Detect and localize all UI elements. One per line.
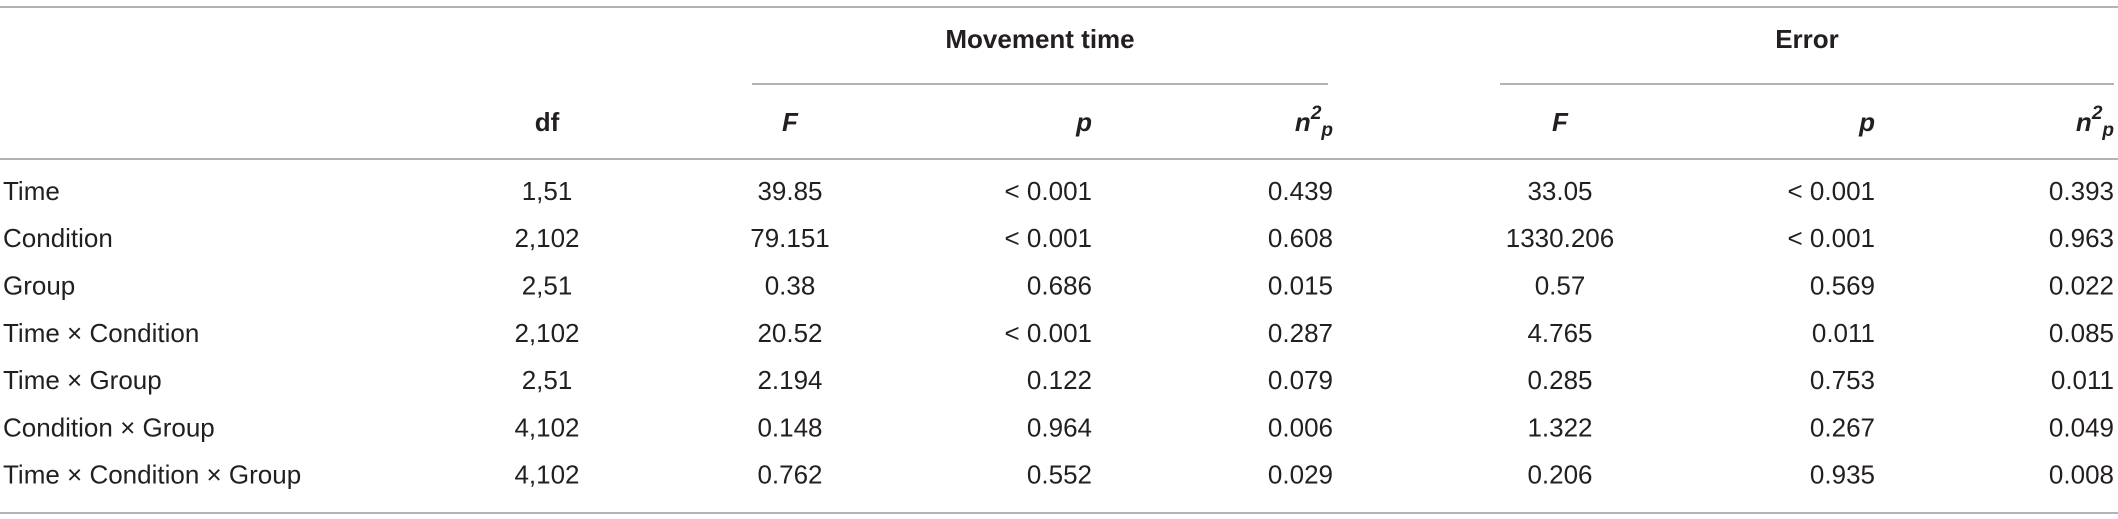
cell: < 0.001 xyxy=(1005,176,1092,206)
cell: 4,102 xyxy=(514,460,579,490)
cell: 2,102 xyxy=(514,223,579,253)
cell: 0.079 xyxy=(1268,365,1333,395)
row-label: Time xyxy=(3,176,60,206)
cell: 0.753 xyxy=(1810,365,1875,395)
cell: 33.05 xyxy=(1527,176,1592,206)
column-header: F xyxy=(1552,107,1569,137)
cell: 0.38 xyxy=(765,270,816,300)
cell: 0.964 xyxy=(1027,412,1092,442)
column-header: n2p xyxy=(1295,103,1333,141)
cell: 2,102 xyxy=(514,318,579,348)
cell: 1,51 xyxy=(522,176,573,206)
cell: < 0.001 xyxy=(1005,223,1092,253)
header-base: n xyxy=(1295,107,1311,137)
column-header: n2p xyxy=(2076,103,2114,141)
cell: 0.049 xyxy=(2049,412,2114,442)
cell: 39.85 xyxy=(757,176,822,206)
cell: 0.439 xyxy=(1268,176,1333,206)
cell: 20.52 xyxy=(757,318,822,348)
cell: 0.608 xyxy=(1268,223,1333,253)
cell: 0.393 xyxy=(2049,176,2114,206)
cell: 0.762 xyxy=(757,460,822,490)
cell: 1.322 xyxy=(1527,412,1592,442)
cell: 0.006 xyxy=(1268,412,1333,442)
group-header: Error xyxy=(1775,24,1839,54)
cell: 0.022 xyxy=(2049,270,2114,300)
cell: 4,102 xyxy=(514,412,579,442)
cell: 2,51 xyxy=(522,270,573,300)
cell: < 0.001 xyxy=(1788,223,1875,253)
cell: 0.57 xyxy=(1535,270,1586,300)
cell: 79.151 xyxy=(750,223,830,253)
cell: 0.287 xyxy=(1268,318,1333,348)
cell: 0.267 xyxy=(1810,412,1875,442)
cell: 0.935 xyxy=(1810,460,1875,490)
cell: < 0.001 xyxy=(1005,318,1092,348)
cell: 2.194 xyxy=(757,365,822,395)
row-label: Time × Group xyxy=(3,365,162,395)
cell: 0.011 xyxy=(2051,365,2114,395)
column-header: df xyxy=(535,107,560,137)
column-header: F xyxy=(782,107,799,137)
cell: 0.569 xyxy=(1810,270,1875,300)
cell: 0.008 xyxy=(2049,460,2114,490)
header-sup: 2 xyxy=(2091,103,2103,124)
header-sub: p xyxy=(1320,120,1333,141)
column-header: p xyxy=(1858,107,1875,137)
cell: 0.686 xyxy=(1027,270,1092,300)
header-sup: 2 xyxy=(1310,103,1322,124)
row-label: Condition × Group xyxy=(3,412,215,442)
cell: 0.015 xyxy=(1268,270,1333,300)
cell: 2,51 xyxy=(522,365,573,395)
cell: < 0.001 xyxy=(1788,176,1875,206)
cell: 0.206 xyxy=(1527,460,1592,490)
cell: 4.765 xyxy=(1527,318,1592,348)
cell: 0.085 xyxy=(2049,318,2114,348)
header-base: n xyxy=(2076,107,2092,137)
cell: 0.963 xyxy=(2049,223,2114,253)
cell: 0.029 xyxy=(1268,460,1333,490)
cell: 0.285 xyxy=(1527,365,1592,395)
header-sub: p xyxy=(2101,120,2114,141)
column-header: p xyxy=(1075,107,1092,137)
cell: 0.148 xyxy=(757,412,822,442)
cell: 0.011 xyxy=(1812,318,1875,348)
row-label: Time × Condition xyxy=(3,318,199,348)
row-label: Time × Condition × Group xyxy=(3,460,301,490)
cell: 0.122 xyxy=(1027,365,1092,395)
group-header: Movement time xyxy=(945,24,1134,54)
row-label: Group xyxy=(3,270,75,300)
row-label: Condition xyxy=(3,223,113,253)
cell: 0.552 xyxy=(1027,460,1092,490)
cell: 1330.206 xyxy=(1506,223,1614,253)
